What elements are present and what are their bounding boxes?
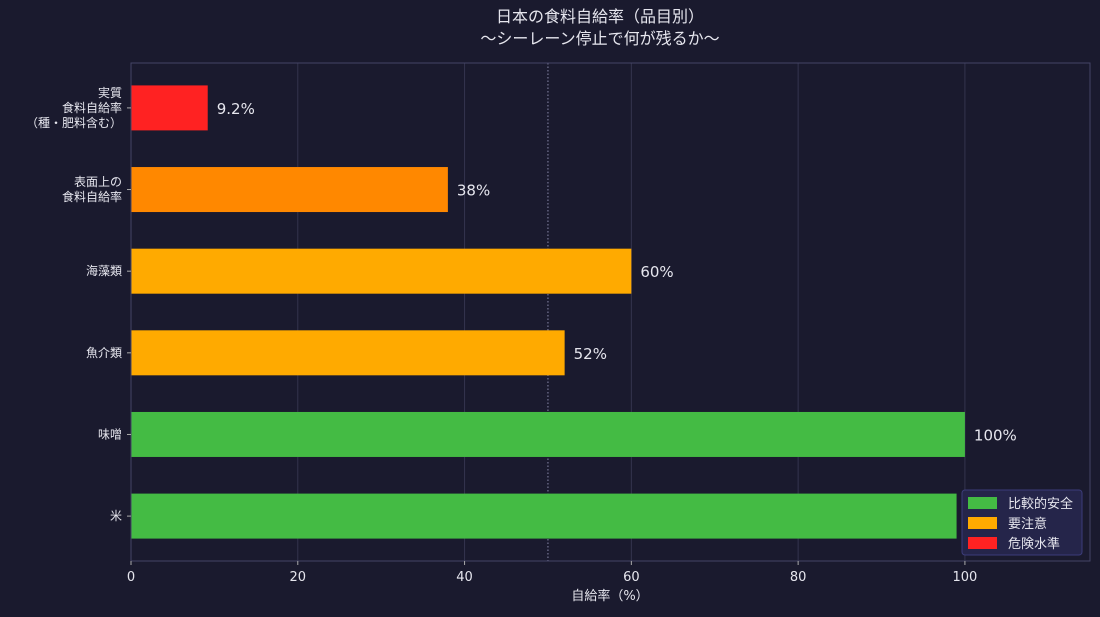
bar-value-label: 60% xyxy=(640,263,673,281)
legend-swatch xyxy=(968,517,997,529)
legend-label: 比較的安全 xyxy=(1008,496,1073,512)
bar-value-label: 9.2% xyxy=(217,100,255,118)
bar-value-label: 38% xyxy=(457,182,490,200)
bar xyxy=(131,330,565,376)
y-tick-label: 魚介類 xyxy=(86,346,122,360)
y-tick-label: 食料自給率 xyxy=(62,189,122,204)
chart-title-line-1: 日本の食料自給率（品目別） xyxy=(496,7,704,26)
y-tick-label: 食料自給率 xyxy=(62,100,122,115)
x-tick-label: 40 xyxy=(456,570,473,585)
y-tick-label: 味噌 xyxy=(98,427,122,441)
y-tick-label: 海藻類 xyxy=(86,263,122,278)
legend-label: 危険水準 xyxy=(1008,536,1060,552)
legend-swatch xyxy=(968,537,997,549)
bar xyxy=(131,411,965,457)
chart-title-line-2: 〜シーレーン停止で何が残るか〜 xyxy=(480,29,719,48)
y-tick-label: （種・肥料含む） xyxy=(26,115,122,130)
plot-frame xyxy=(130,62,1091,562)
bar xyxy=(131,85,208,131)
x-tick-label: 100 xyxy=(952,570,977,585)
x-axis-label: 自給率（%） xyxy=(571,588,648,604)
bar-value-label: 100% xyxy=(974,426,1017,444)
bar xyxy=(131,167,448,213)
y-tick-label: 米 xyxy=(110,509,122,523)
y-tick-label: 表面上の xyxy=(74,175,122,189)
x-tick-label: 80 xyxy=(790,570,807,585)
bar xyxy=(131,248,632,294)
y-tick-label: 実質 xyxy=(98,85,122,100)
x-tick-label: 60 xyxy=(623,570,640,585)
x-tick-label: 0 xyxy=(127,570,135,585)
legend-label: 要注意 xyxy=(1008,516,1047,532)
bar-value-label: 52% xyxy=(574,345,607,363)
bar xyxy=(131,493,957,539)
legend-swatch xyxy=(968,497,997,509)
x-tick-label: 20 xyxy=(290,570,307,585)
